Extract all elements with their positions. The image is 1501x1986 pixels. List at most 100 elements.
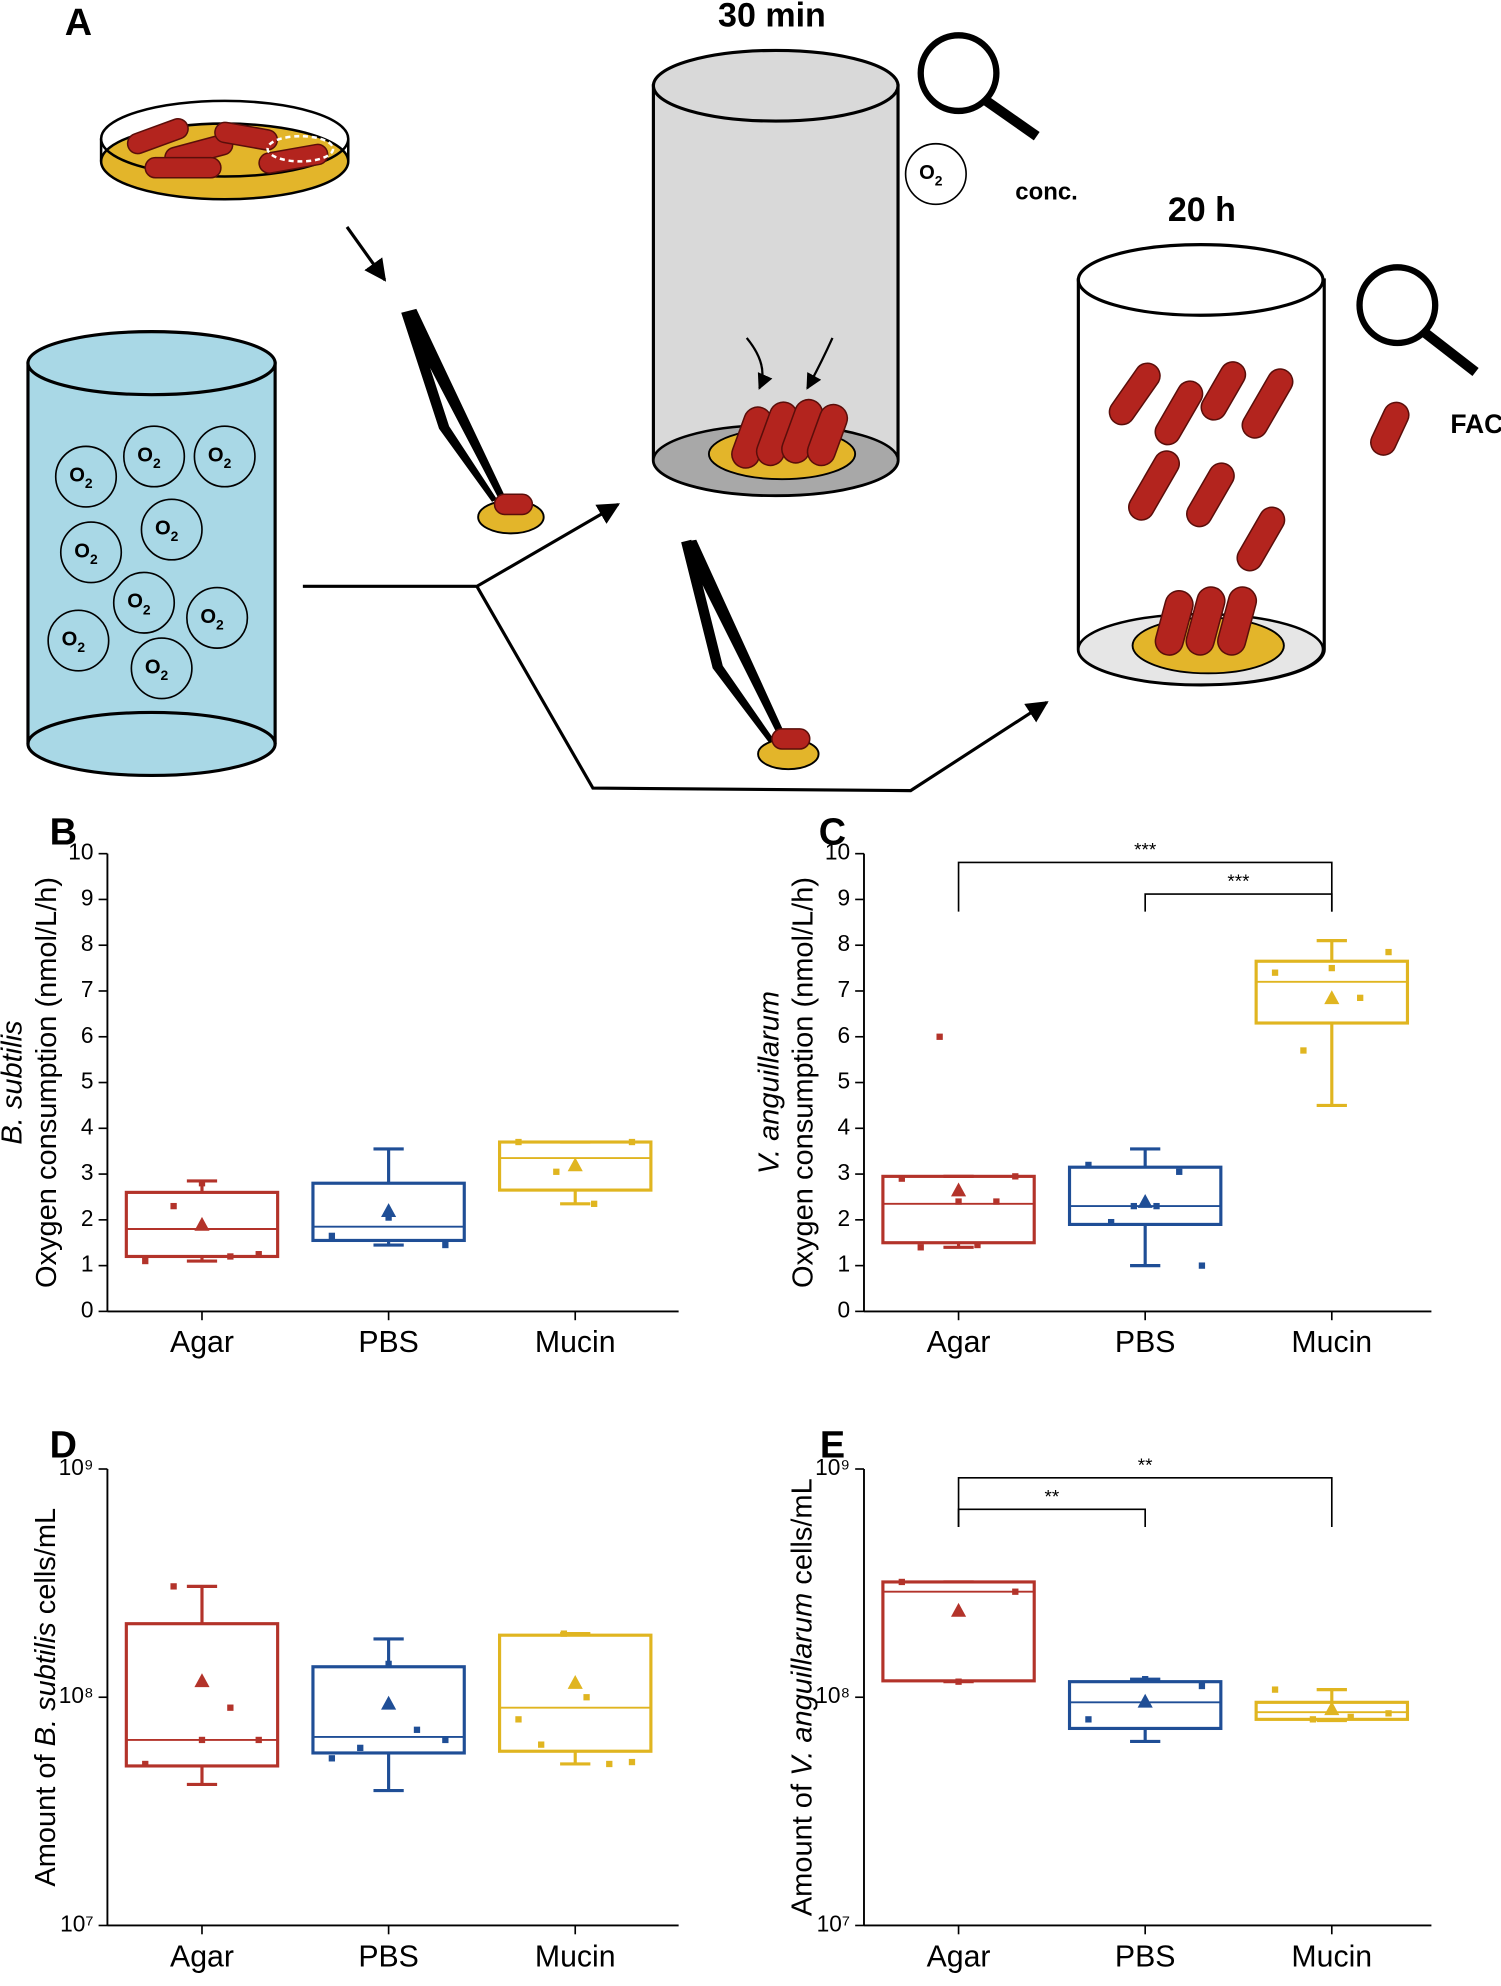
y-tick-label: 8 [81,930,94,956]
y-tick-label: 7 [837,976,850,1002]
significance-bracket [957,861,1333,912]
oxygen-label: O2 [69,465,93,491]
data-point [515,1716,522,1723]
data-point [1198,1262,1206,1269]
data-point [357,1744,364,1752]
significance-bracket [957,1508,1146,1528]
oxygen-subscript: 2 [171,528,179,544]
panel-letter: E [820,1425,845,1467]
colony [126,118,335,179]
oxygen-symbol: O [208,445,224,467]
time-label: 20 h [1168,191,1236,229]
data-point [628,1138,636,1146]
y-tick-label: 2 [81,1205,94,1231]
chart-panel: D 10⁷ 10⁸ 10⁹ Amount of B. subtilis cells/mL… [30,1425,679,1973]
oxygen-circle [59,521,123,584]
data-point [170,1583,177,1590]
y-axis-label-part: cells/mL [786,1478,818,1592]
oxygen-symbol: O [137,445,153,467]
panel-letter: D [50,1425,77,1467]
mean-marker [194,1673,210,1688]
box [497,1633,653,1753]
box [311,1665,466,1755]
y-axis-label: Amount of V. anguillarum cells/mL [786,1478,818,1916]
data-point [442,1736,449,1744]
y-tick-label: 3 [81,1159,94,1185]
y-axis-label-part: B. subtilis [30,1622,62,1746]
data-point [955,1198,962,1205]
significance-bracket [1144,893,1333,912]
y-tick-label: 2 [837,1205,850,1231]
oxygen-label: O2 [919,162,943,188]
data-point [142,1257,149,1265]
data-point [328,1755,336,1762]
data-point [1198,1682,1206,1690]
y-axis-label: B. subtilis [0,1020,29,1144]
panel-letter: C [819,812,846,854]
data-point [1271,969,1279,976]
box [881,1580,1036,1683]
chart-panel: B 0 1 2 3 4 5 6 7 8 9 10 B. subtilis Oxygen consumpti… [0,812,679,1359]
time-label: 30 min [718,0,826,35]
x-tick-label: Agar [927,1326,991,1359]
y-tick-label: 0 [837,1296,850,1322]
oxygen-subscript: 2 [90,551,98,567]
data-point [255,1251,262,1258]
box [1254,959,1410,1025]
x-tick-label: Mucin [535,1326,616,1359]
data-point [198,1180,206,1187]
oxygen-label: O2 [127,591,151,617]
y-axis-label-part: Amount of [30,1746,62,1886]
box [497,1140,653,1192]
oxygen-symbol: O [69,465,85,487]
oxygen-symbol: O [919,162,935,184]
data-point [1107,1218,1115,1226]
oxygen-circle [140,498,203,561]
data-point [583,1694,590,1701]
oxygen-subscript: 2 [224,455,232,471]
oxygen-circle [47,609,110,672]
panel-letter: B [50,812,77,854]
data-point [328,1232,336,1240]
y-tick-label: 4 [81,1113,94,1139]
data-point [936,1033,943,1040]
significance-label: ** [1138,1455,1153,1476]
data-point [955,1678,962,1685]
mean-marker [381,1203,397,1217]
data-point [227,1253,234,1260]
data-point [227,1704,234,1711]
oxygen-label: O2 [145,657,169,683]
chart-panel: C 0 1 2 3 4 5 6 7 8 9 10 V. anguillarum Oxygen consum… [753,812,1432,1359]
data-point [1347,1713,1354,1721]
oxygen-subscript: 2 [216,616,224,632]
data-point [1012,1173,1019,1180]
mean-marker [950,1602,967,1617]
data-point [1309,1716,1317,1723]
y-tick-label: 6 [837,1022,850,1048]
mean-marker [567,1674,583,1689]
data-point [1085,1161,1092,1169]
oxygen-subscript: 2 [77,639,85,655]
data-point [442,1241,449,1249]
data-point [590,1200,598,1207]
data-point [917,1244,924,1251]
y-tick-label: 10⁹ [59,1454,94,1480]
y-tick-label: 10⁸ [815,1682,850,1708]
y-tick-label: 4 [837,1113,850,1139]
data-point [1142,1676,1149,1683]
data-point [898,1175,905,1182]
mean-marker [194,1216,210,1231]
x-tick-label: Agar [170,1326,234,1359]
mean-marker [950,1182,967,1197]
significance-label: *** [1227,872,1250,893]
data-point [515,1138,522,1146]
y-axis-label-part: cells/mL [30,1508,62,1622]
data-point [255,1736,262,1744]
box [124,1190,280,1259]
oxygen-label: O2 [200,606,224,632]
mean-marker [1137,1693,1153,1708]
box [1067,1165,1223,1226]
